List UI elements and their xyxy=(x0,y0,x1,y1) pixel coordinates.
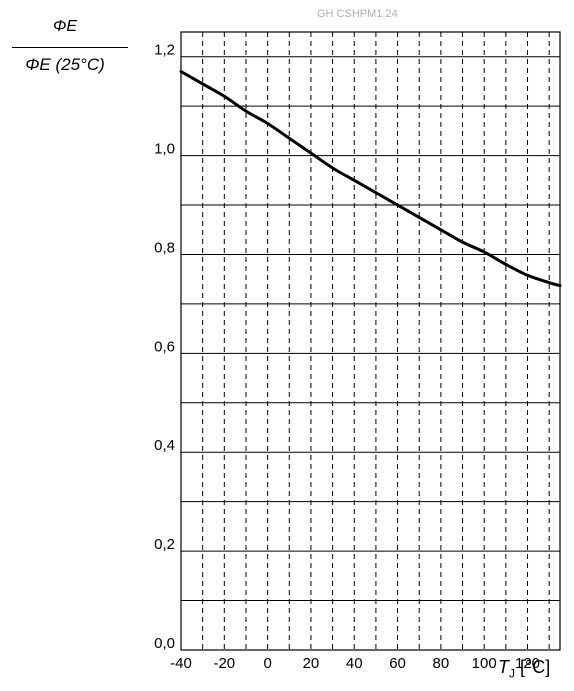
plot-frame xyxy=(181,32,560,650)
x-tick-label: 20 xyxy=(303,655,320,672)
y-tick-label: 1,2 xyxy=(154,42,175,59)
y-tick-label: 0,4 xyxy=(154,437,175,454)
data-series-line xyxy=(181,72,560,286)
y-tick-label: 1,0 xyxy=(154,141,175,158)
y-tick-label: 0,8 xyxy=(154,239,175,256)
y-tick-label: 0,2 xyxy=(154,536,175,553)
y-tick-label: 0,0 xyxy=(154,635,175,652)
x-tick-label: -20 xyxy=(213,655,235,672)
x-tick-label: -40 xyxy=(170,655,192,672)
x-axis-label: TJ [°C] xyxy=(498,657,550,681)
x-tick-label: 40 xyxy=(346,655,363,672)
x-tick-label: 60 xyxy=(389,655,406,672)
x-tick-label: 100 xyxy=(472,655,497,672)
x-tick-label: 0 xyxy=(263,655,271,672)
y-tick-label: 0,6 xyxy=(154,338,175,355)
x-tick-label: 80 xyxy=(433,655,450,672)
